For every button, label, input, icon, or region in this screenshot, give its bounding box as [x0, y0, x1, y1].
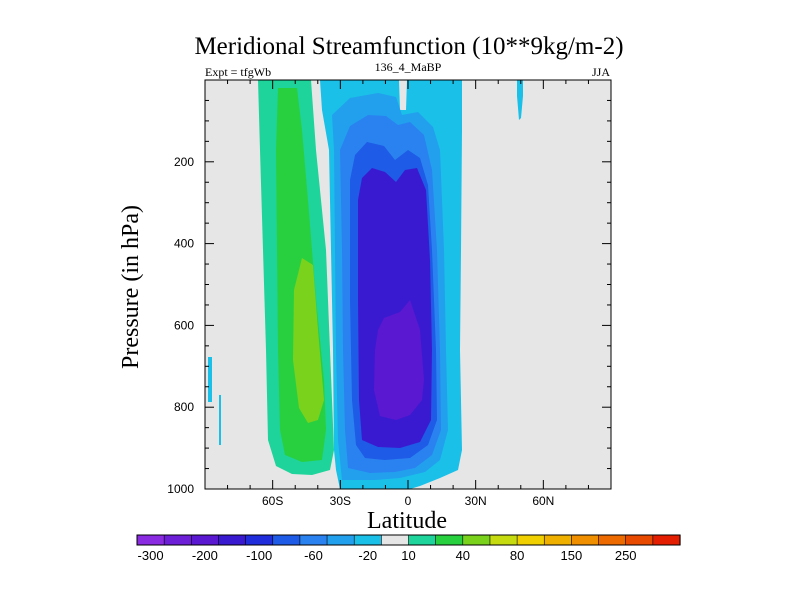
y-tick-label: 1000 [167, 482, 194, 496]
colorbar-swatch [489, 534, 518, 546]
y-tick-label: 400 [174, 237, 194, 251]
colorbar-label: 250 [615, 548, 637, 563]
x-tick-label: 0 [405, 494, 412, 508]
x-axis-ticks: 60S 30S 0 30N 60N [227, 80, 589, 508]
y-tick-label: 200 [174, 155, 194, 169]
colorbar-swatch [326, 534, 355, 546]
x-tick-label: 30S [330, 494, 351, 508]
experiment-label: Expt = tfgWb [205, 65, 271, 79]
colorbar-swatch [435, 534, 464, 546]
colorbar-label: -300 [138, 548, 164, 563]
colorbar-swatch [462, 534, 491, 546]
contour-fields [208, 80, 523, 489]
y-tick-label: 800 [174, 400, 194, 414]
field-north-polar-strip [517, 80, 523, 120]
colorbar-swatch [381, 534, 410, 546]
field-south-polar-speck-lower [219, 395, 221, 445]
colorbar-label: 10 [401, 548, 415, 563]
colorbar-swatch [571, 534, 600, 546]
colorbar-swatch [353, 534, 382, 546]
x-tick-label: 60S [262, 494, 283, 508]
x-tick-label: 60N [532, 494, 554, 508]
colorbar-swatch [516, 534, 545, 546]
colorbar-swatch [245, 534, 274, 546]
field-negative-core [374, 300, 424, 420]
colorbar-swatch [543, 534, 573, 546]
colorbar-label: 80 [510, 548, 524, 563]
colorbar-label: 40 [456, 548, 470, 563]
colorbar-label: -20 [358, 548, 377, 563]
colorbar-swatch [625, 534, 654, 546]
colorbar-swatch [272, 534, 301, 546]
colorbar-swatch [598, 534, 627, 546]
colorbar-swatch [163, 534, 192, 546]
chart-title: Meridional Streamfunction (10**9kg/m-2) [194, 33, 623, 60]
field-south-polar-speck [208, 357, 212, 402]
colorbar-label: -200 [192, 548, 218, 563]
colorbar-swatch [408, 534, 437, 546]
experiment-period-label: 136_4_MaBP [375, 60, 442, 74]
x-tick-label: 30N [465, 494, 487, 508]
season-label: JJA [592, 65, 610, 79]
y-axis-label: Pressure (in hPa) [118, 205, 144, 369]
colorbar: -300 -200 -100 -60 -20 10 40 80 150 250 [136, 534, 681, 563]
colorbar-swatch [652, 534, 681, 546]
colorbar-frame [136, 534, 681, 546]
colorbar-swatch [299, 534, 328, 546]
colorbar-swatch [136, 534, 165, 546]
colorbar-label: 150 [561, 548, 583, 563]
colorbar-swatch [191, 534, 220, 546]
colorbar-swatch [218, 534, 247, 546]
y-axis-ticks: 200 400 600 800 1000 [167, 99, 611, 496]
y-tick-label: 600 [174, 318, 194, 332]
colorbar-label: -100 [246, 548, 272, 563]
field-positive-core [293, 258, 324, 423]
colorbar-label: -60 [304, 548, 323, 563]
x-axis-label: Latitude [367, 508, 447, 534]
